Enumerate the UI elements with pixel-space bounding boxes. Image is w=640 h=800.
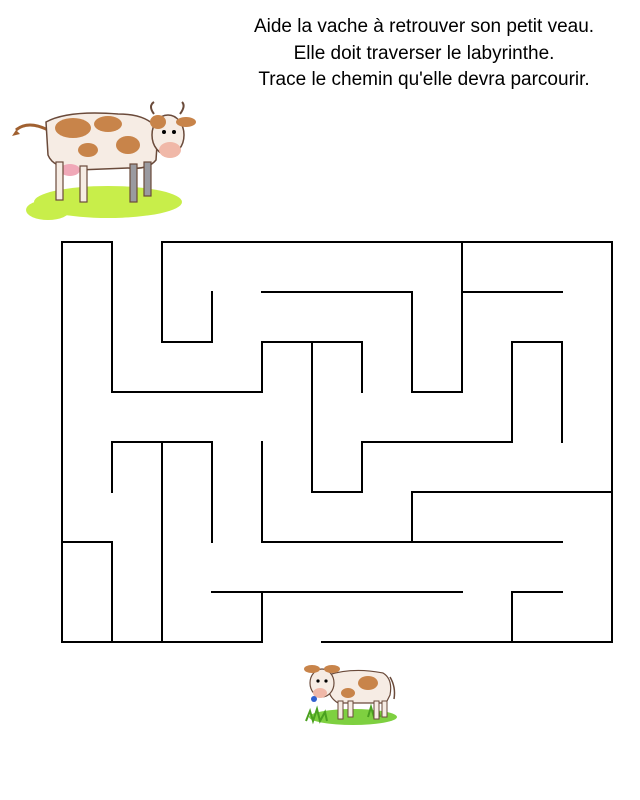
cow-illustration (12, 101, 196, 220)
instruction-line-1: Aide la vache à retrouver son petit veau… (253, 16, 595, 37)
instruction-line-3: Trace le chemin qu'elle devra parcourir. (258, 69, 590, 90)
instructions: Aide la vache à retrouver son petit veau… (154, 14, 634, 94)
calf-illustration (304, 665, 397, 725)
instruction-line-2: Elle doit traverser le labyrinthe. (293, 42, 555, 64)
maze-walls (61, 241, 613, 643)
